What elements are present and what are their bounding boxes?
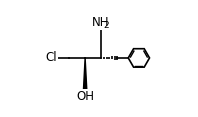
Text: 2: 2 — [103, 21, 109, 30]
Text: Cl: Cl — [46, 51, 57, 64]
Text: OH: OH — [76, 90, 94, 103]
Polygon shape — [83, 58, 87, 91]
Text: NH: NH — [91, 16, 109, 29]
